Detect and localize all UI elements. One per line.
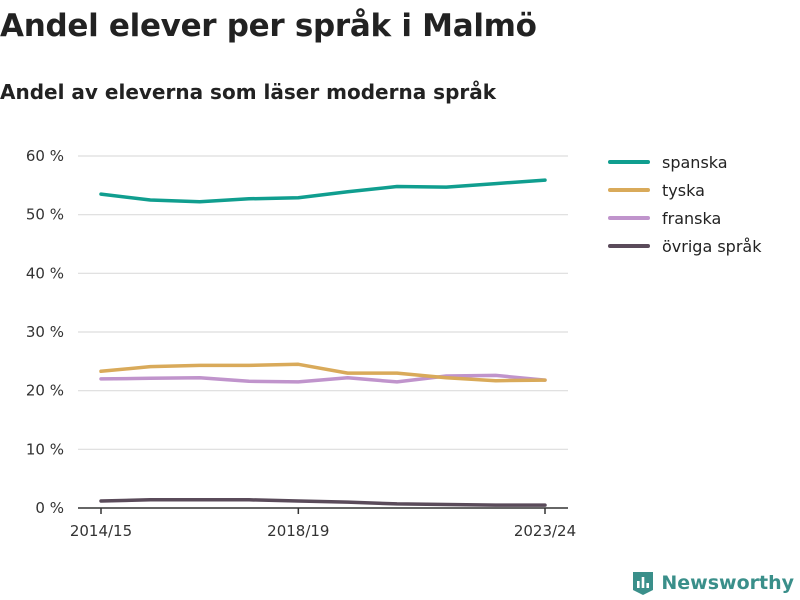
legend-item: franska [608,204,761,232]
brand-name: Newsworthy [661,572,794,594]
legend-label: övriga språk [662,236,762,256]
legend-swatch [608,188,650,192]
bar-chart-flag-icon [633,572,654,595]
chart-legend: spanska tyska franska övriga språk [608,148,761,260]
x-tick-label: 2018/19 [267,522,329,540]
series-line-tyska [99,362,547,383]
x-tick-label: 2023/24 [514,522,576,540]
legend-swatch [608,160,650,164]
x-tick-label: 2014/15 [70,522,132,540]
y-tick-label: 20 % [26,382,64,400]
chart-subtitle: Andel av eleverna som läser moderna språ… [0,80,497,104]
series-line-spanska [99,178,547,204]
legend-label: franska [662,208,722,228]
chart-title: Andel elever per språk i Malmö [0,8,537,44]
legend-item: övriga språk [608,232,761,260]
y-tick-label: 10 % [26,440,64,458]
series-line-övriga-språk [99,498,547,507]
legend-item: spanska [608,148,761,176]
y-tick-label: 50 % [26,206,64,224]
legend-swatch [608,244,650,248]
brand-logo: Newsworthy [631,570,794,596]
y-tick-label: 30 % [26,323,64,341]
y-tick-label: 0 % [35,499,64,517]
legend-item: tyska [608,176,761,204]
legend-swatch [608,216,650,220]
legend-label: tyska [662,180,705,200]
series-line-franska [99,373,547,384]
legend-label: spanska [662,152,728,172]
y-tick-label: 60 % [26,147,64,165]
y-tick-label: 40 % [26,264,64,282]
